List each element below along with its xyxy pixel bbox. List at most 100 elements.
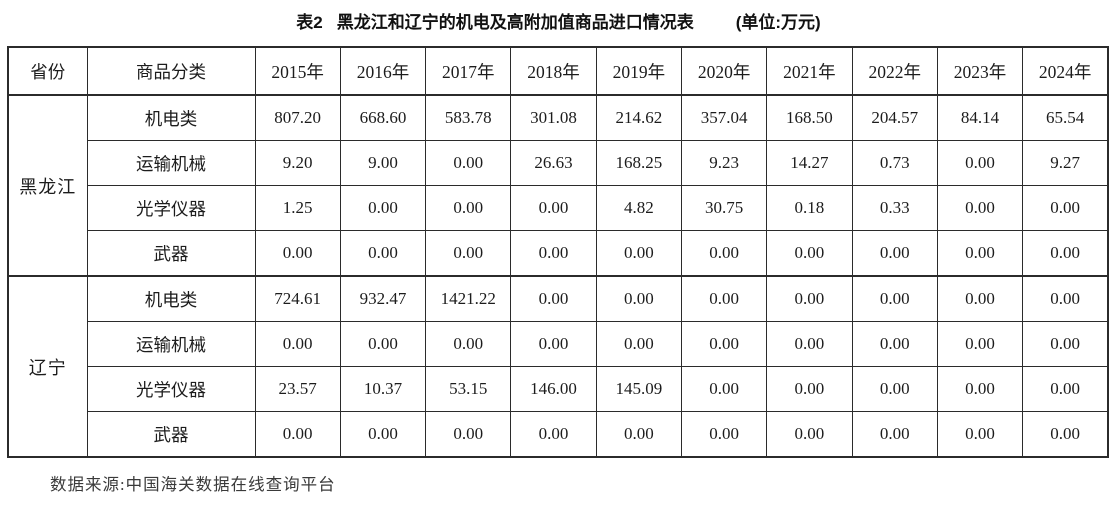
column-header: 2022年 bbox=[851, 46, 938, 96]
value-cell: 65.54 bbox=[1022, 94, 1109, 141]
value-cell: 357.04 bbox=[680, 94, 768, 141]
value-cell: 9.27 bbox=[1022, 140, 1109, 186]
value-cell: 0.00 bbox=[595, 275, 682, 322]
column-header: 2015年 bbox=[254, 46, 341, 96]
column-header: 2024年 bbox=[1022, 46, 1109, 96]
value-cell: 0.33 bbox=[851, 185, 938, 231]
value-cell: 932.47 bbox=[339, 275, 427, 322]
category-cell: 光学仪器 bbox=[86, 185, 256, 231]
table-row: 武器 0.00 0.00 0.00 0.00 0.00 0.00 0.00 0.00 0.00 0.… bbox=[8, 230, 1109, 277]
table-row: 光学仪器 1.25 0.00 0.00 0.00 4.82 30.75 0.18 0.33 0.0… bbox=[8, 185, 1109, 231]
page-title: 表2 黑龙江和辽宁的机电及高附加值商品进口情况表 (单位:万元) bbox=[0, 0, 1117, 36]
source-note: 数据来源:中国海关数据在线查询平台 bbox=[50, 475, 336, 494]
value-cell: 4.82 bbox=[595, 185, 682, 231]
value-cell: 1.25 bbox=[254, 185, 341, 231]
province-cell: 辽宁 bbox=[7, 275, 88, 458]
column-header: 2016年 bbox=[339, 46, 427, 96]
value-cell: 0.00 bbox=[936, 230, 1024, 277]
import-data-table: 省份 商品分类 2015年 2016年 2017年 2018年 2019年 2020年 2021… bbox=[7, 46, 1109, 458]
category-cell: 光学仪器 bbox=[86, 366, 256, 412]
value-cell: 146.00 bbox=[510, 366, 597, 412]
table-row: 光学仪器 23.57 10.37 53.15 146.00 145.09 0.00 0.00 0… bbox=[8, 366, 1109, 412]
value-cell: 0.00 bbox=[1022, 411, 1109, 458]
value-cell: 0.00 bbox=[766, 321, 853, 367]
column-header: 商品分类 bbox=[86, 46, 256, 96]
value-cell: 30.75 bbox=[680, 185, 768, 231]
table-header: 省份 商品分类 2015年 2016年 2017年 2018年 2019年 2020年 2021… bbox=[7, 46, 1109, 96]
value-cell: 84.14 bbox=[936, 94, 1024, 141]
header-row: 省份 商品分类 2015年 2016年 2017年 2018年 2019年 2020年 2021… bbox=[7, 46, 1109, 96]
column-header: 2019年 bbox=[595, 46, 682, 96]
value-cell: 0.00 bbox=[254, 411, 341, 458]
value-cell: 0.00 bbox=[936, 275, 1024, 322]
value-cell: 0.00 bbox=[510, 230, 597, 277]
value-cell: 583.78 bbox=[425, 94, 512, 141]
category-cell: 机电类 bbox=[86, 94, 256, 141]
table-row: 辽宁 机电类 724.61 932.47 1421.22 0.00 0.00 0.00 0.00… bbox=[7, 275, 1109, 458]
value-cell: 168.25 bbox=[595, 140, 682, 186]
value-cell: 0.00 bbox=[595, 321, 682, 367]
value-cell: 0.00 bbox=[936, 185, 1024, 231]
category-cell: 运输机械 bbox=[86, 140, 256, 186]
table-unit-label: (单位:万元) bbox=[735, 13, 821, 32]
value-cell: 0.00 bbox=[1022, 230, 1109, 277]
table-title-text: 黑龙江和辽宁的机电及高附加值商品进口情况表 bbox=[336, 13, 694, 32]
value-cell: 807.20 bbox=[254, 94, 341, 141]
value-cell: 14.27 bbox=[766, 140, 853, 186]
value-cell: 0.00 bbox=[510, 321, 597, 367]
value-cell: 1421.22 bbox=[425, 275, 512, 322]
category-cell: 武器 bbox=[86, 411, 256, 458]
value-cell: 0.00 bbox=[936, 321, 1024, 367]
value-cell: 0.00 bbox=[425, 230, 512, 277]
value-cell: 724.61 bbox=[254, 275, 341, 322]
value-cell: 0.00 bbox=[766, 411, 853, 458]
value-cell: 0.00 bbox=[339, 411, 427, 458]
value-cell: 0.00 bbox=[766, 275, 853, 322]
value-cell: 0.00 bbox=[339, 321, 427, 367]
table-row: 武器 0.00 0.00 0.00 0.00 0.00 0.00 0.00 0.00 0.00 0.… bbox=[8, 411, 1109, 458]
table-row: 运输机械 9.20 9.00 0.00 26.63 168.25 9.23 14.27 0.73… bbox=[8, 140, 1109, 186]
value-cell: 0.00 bbox=[936, 366, 1024, 412]
value-cell: 0.00 bbox=[851, 366, 938, 412]
value-cell: 0.18 bbox=[766, 185, 853, 231]
column-header: 2021年 bbox=[766, 46, 853, 96]
value-cell: 23.57 bbox=[254, 366, 341, 412]
value-cell: 145.09 bbox=[595, 366, 682, 412]
value-cell: 0.00 bbox=[595, 230, 682, 277]
value-cell: 0.73 bbox=[851, 140, 938, 186]
value-cell: 26.63 bbox=[510, 140, 597, 186]
value-cell: 0.00 bbox=[1022, 185, 1109, 231]
value-cell: 0.00 bbox=[851, 321, 938, 367]
table-row: 运输机械 0.00 0.00 0.00 0.00 0.00 0.00 0.00 0.00 0.00… bbox=[8, 321, 1109, 367]
value-cell: 668.60 bbox=[339, 94, 427, 141]
value-cell: 0.00 bbox=[425, 185, 512, 231]
value-cell: 0.00 bbox=[936, 140, 1024, 186]
value-cell: 0.00 bbox=[425, 140, 512, 186]
province-cell: 黑龙江 bbox=[7, 94, 88, 277]
column-header: 省份 bbox=[7, 46, 88, 96]
value-cell: 204.57 bbox=[851, 94, 938, 141]
value-cell: 0.00 bbox=[425, 411, 512, 458]
value-cell: 0.00 bbox=[510, 411, 597, 458]
value-cell: 0.00 bbox=[936, 411, 1024, 458]
table-row: 黑龙江 机电类 807.20 668.60 583.78 301.08 214.62 357.… bbox=[7, 94, 1109, 277]
value-cell: 0.00 bbox=[425, 321, 512, 367]
value-cell: 0.00 bbox=[510, 275, 597, 322]
value-cell: 0.00 bbox=[595, 411, 682, 458]
category-cell: 机电类 bbox=[86, 275, 256, 322]
value-cell: 214.62 bbox=[595, 94, 682, 141]
value-cell: 10.37 bbox=[339, 366, 427, 412]
column-header: 2017年 bbox=[425, 46, 512, 96]
column-header: 2023年 bbox=[936, 46, 1024, 96]
value-cell: 0.00 bbox=[254, 321, 341, 367]
value-cell: 0.00 bbox=[680, 321, 768, 367]
category-cell: 武器 bbox=[86, 230, 256, 277]
value-cell: 0.00 bbox=[680, 366, 768, 412]
table-number: 表2 bbox=[296, 13, 323, 32]
value-cell: 0.00 bbox=[510, 185, 597, 231]
value-cell: 0.00 bbox=[1022, 275, 1109, 322]
column-header: 2018年 bbox=[510, 46, 597, 96]
value-cell: 0.00 bbox=[254, 230, 341, 277]
value-cell: 53.15 bbox=[425, 366, 512, 412]
column-header: 2020年 bbox=[680, 46, 768, 96]
